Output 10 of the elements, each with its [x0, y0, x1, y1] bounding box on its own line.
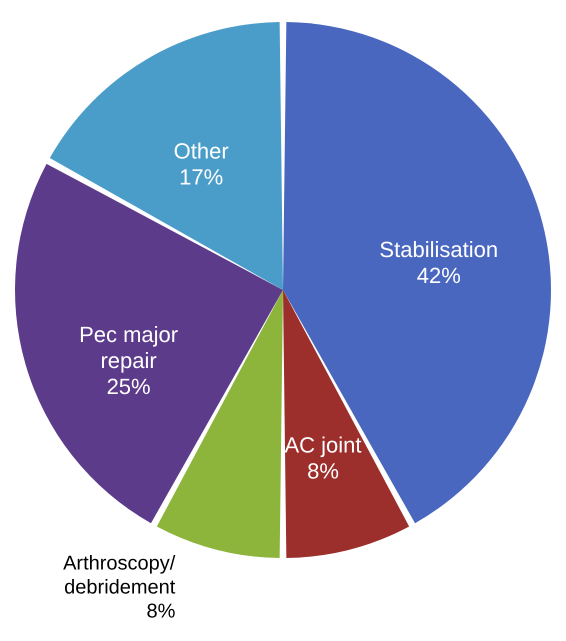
slice-label: Pec major repair: [79, 322, 178, 373]
data-label: 8%: [146, 600, 176, 622]
slice-label: Arthroscopy/debridement: [63, 552, 176, 598]
data-label: 8%: [307, 458, 339, 484]
data-label: 42%: [416, 263, 461, 288]
slice-label: Other: [174, 138, 229, 164]
data-label: 17%: [179, 164, 224, 190]
slice-label: AC joint: [284, 432, 362, 458]
slice-label: Stabilisation: [379, 237, 498, 262]
data-label: 25%: [106, 374, 151, 399]
